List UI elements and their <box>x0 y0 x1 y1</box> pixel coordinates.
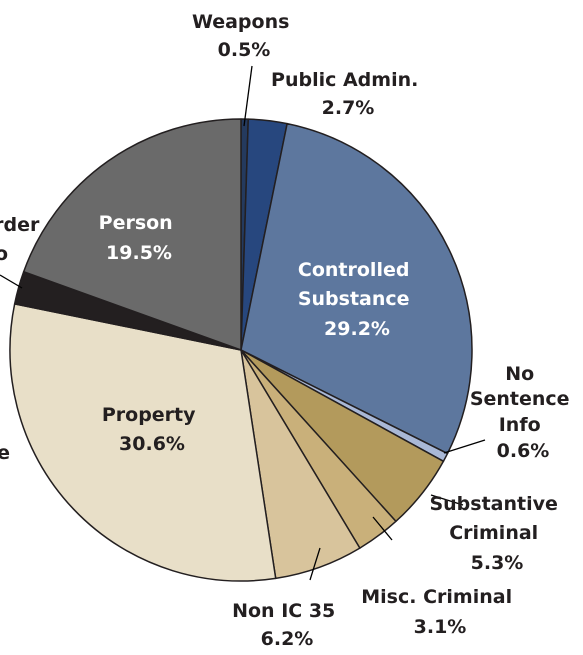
label-weapons-value: 0.5% <box>218 39 271 61</box>
pie-slice-property <box>9 303 277 582</box>
leader-non-ic <box>309 547 321 581</box>
pie-slice-person <box>22 118 242 351</box>
label-property-left-partial: e <box>0 442 10 464</box>
label-controlled-value: 29.2% <box>324 318 390 340</box>
label-controlled-substance: Controlled Substance 29.2% <box>298 259 416 340</box>
label-misc-value: 3.1% <box>414 616 467 638</box>
label-misc-criminal: Misc. Criminal 3.1% <box>361 586 518 638</box>
label-no-sentence-line1: No <box>505 363 534 385</box>
label-substantive-criminal: Substantive Criminal 5.3% <box>429 493 564 574</box>
label-public-order-line2: o <box>0 243 8 265</box>
label-no-sentence-value: 0.6% <box>497 440 550 462</box>
label-property-value: 30.6% <box>119 433 185 455</box>
label-public-order-partial: rder o <box>0 214 46 265</box>
label-weapons: Weapons 0.5% <box>192 11 296 61</box>
label-substantive-line2: Criminal <box>449 522 538 544</box>
label-person: Person 19.5% <box>99 212 180 264</box>
label-no-sentence-line2: Sentence <box>470 388 570 410</box>
label-weapons-name: Weapons <box>192 11 289 33</box>
leader-misc <box>372 516 393 541</box>
label-property-name: Property <box>102 404 196 426</box>
label-public-admin: Public Admin. 2.7% <box>271 69 425 119</box>
leader-no-sentence <box>443 439 486 454</box>
label-substantive-value: 5.3% <box>471 552 524 574</box>
label-non-ic-35: Non IC 35 6.2% <box>232 600 342 650</box>
label-misc-name: Misc. Criminal <box>361 586 512 608</box>
leader-public-order <box>0 274 23 289</box>
label-person-value: 19.5% <box>106 242 172 264</box>
label-public-order-line1: rder <box>0 214 40 236</box>
label-non-ic-name: Non IC 35 <box>232 600 335 622</box>
label-controlled-line2: Substance <box>298 288 410 310</box>
leader-weapons <box>243 65 253 127</box>
pie-slices <box>9 118 473 582</box>
label-property: Property 30.6% <box>102 404 202 455</box>
label-property-left-line1: e <box>0 442 10 464</box>
label-substantive-line1: Substantive <box>429 493 557 515</box>
slice-labels: Weapons 0.5% Public Admin. 2.7% Controll… <box>0 11 576 650</box>
label-public-admin-value: 2.7% <box>322 97 375 119</box>
label-person-name: Person <box>99 212 173 234</box>
leader-lines <box>0 65 486 581</box>
label-non-ic-value: 6.2% <box>261 628 314 650</box>
pie-slice-controlled-substance <box>240 122 473 455</box>
label-controlled-line1: Controlled <box>298 259 410 281</box>
label-no-sentence-line3: Info <box>499 414 541 436</box>
label-public-admin-name: Public Admin. <box>271 69 418 91</box>
leader-substantive <box>430 494 464 506</box>
label-no-sentence-info: No Sentence Info 0.6% <box>470 363 576 462</box>
